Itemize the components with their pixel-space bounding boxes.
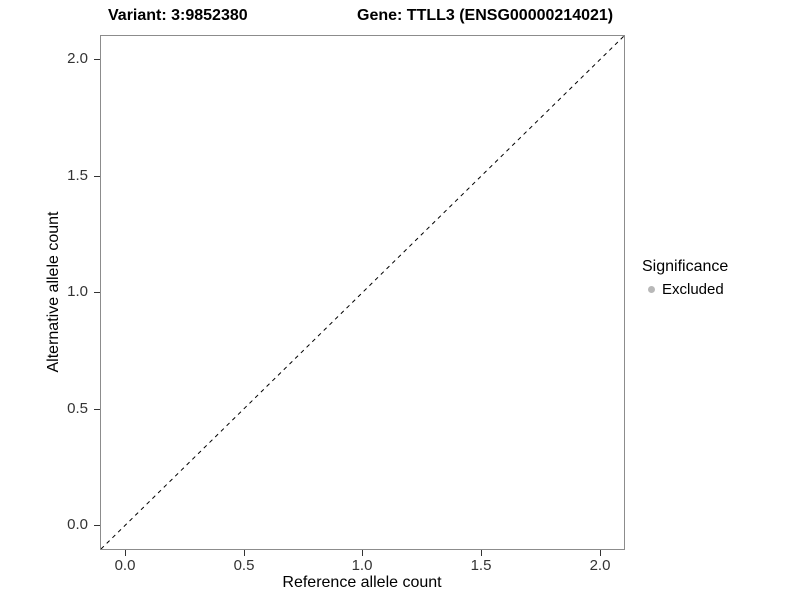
legend-key: [642, 280, 660, 298]
y-tick-label: 2.0: [67, 50, 88, 67]
legend-entry-excluded: Excluded: [642, 280, 728, 298]
x-tick-mark: [362, 550, 363, 556]
x-tick-label: 2.0: [589, 557, 611, 574]
x-tick-mark: [481, 550, 482, 556]
x-tick-mark: [600, 550, 601, 556]
identity-line-layer: [101, 36, 624, 549]
y-tick-mark: [94, 409, 100, 410]
x-axis-title: Reference allele count: [282, 574, 442, 591]
y-tick-label: 1.5: [67, 167, 88, 184]
x-tick-mark: [125, 550, 126, 556]
x-tick-label: 1.0: [351, 557, 373, 574]
identity-line: [101, 36, 624, 549]
legend-entry-label: Excluded: [662, 280, 724, 298]
y-tick-mark: [94, 292, 100, 293]
x-tick-label: 0.0: [114, 557, 136, 574]
x-tick-label: 1.5: [470, 557, 492, 574]
gene-title: Gene: TTLL3 (ENSG00000214021): [357, 7, 614, 24]
y-tick-label: 1.0: [67, 283, 88, 300]
x-tick-label: 0.5: [233, 557, 255, 574]
y-tick-label: 0.0: [67, 516, 88, 533]
x-tick-mark: [244, 550, 245, 556]
y-tick-mark: [94, 59, 100, 60]
y-axis-title: Alternative allele count: [45, 211, 62, 373]
legend-title: Significance: [642, 258, 729, 275]
legend: Significance Excluded: [642, 258, 728, 298]
y-tick-label: 0.5: [67, 400, 88, 417]
plot-panel: [100, 35, 625, 550]
variant-title: Variant: 3:9852380: [108, 7, 248, 24]
legend-point-icon: [647, 285, 655, 293]
y-tick-mark: [94, 525, 100, 526]
y-tick-mark: [94, 176, 100, 177]
